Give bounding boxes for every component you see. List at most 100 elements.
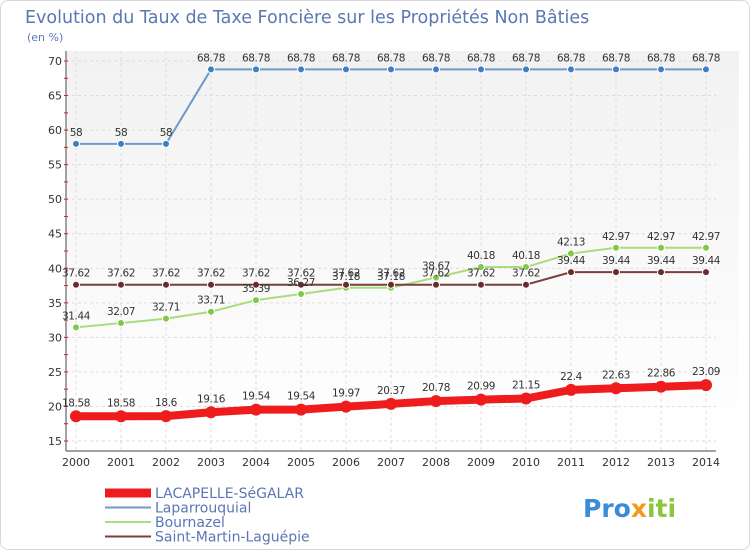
data-point [207, 280, 215, 289]
data-point [387, 280, 395, 289]
chart-title: Evolution du Taux de Taxe Foncière sur l… [25, 8, 589, 28]
data-point [297, 290, 305, 299]
data-point [160, 410, 172, 423]
data-label: 37.62 [152, 268, 180, 280]
data-point [297, 280, 305, 289]
data-label: 39.44 [557, 255, 586, 267]
data-point [117, 280, 125, 289]
data-label: 68.78 [242, 52, 270, 64]
y-tick-label: 60 [48, 124, 62, 137]
data-label: 37.62 [377, 268, 405, 280]
data-point [702, 65, 710, 74]
data-point [612, 65, 620, 74]
data-point [610, 382, 622, 395]
x-tick-label: 2013 [647, 456, 675, 469]
data-label: 19.54 [242, 391, 271, 403]
data-point [295, 403, 307, 416]
y-tick-label: 45 [48, 228, 62, 241]
data-label: 68.78 [332, 52, 360, 64]
legend-label: Bournazel [155, 515, 225, 531]
data-point [520, 392, 532, 405]
data-label: 19.97 [332, 388, 360, 400]
data-point [522, 280, 530, 289]
data-point [252, 280, 260, 289]
y-tick-label: 25 [48, 366, 62, 379]
data-label: 37.62 [287, 268, 315, 280]
data-label: 68.78 [512, 52, 540, 64]
data-label: 37.62 [242, 268, 270, 280]
x-tick-label: 2007 [377, 456, 405, 469]
data-label: 19.54 [287, 391, 316, 403]
data-label: 40.18 [467, 250, 495, 262]
data-point [250, 403, 262, 416]
y-tick-label: 20 [48, 400, 62, 413]
data-point [655, 380, 667, 393]
data-label: 40.18 [512, 250, 540, 262]
data-label: 37.62 [197, 268, 225, 280]
data-point [567, 268, 575, 277]
y-tick-label: 65 [48, 90, 62, 103]
data-label: 19.16 [197, 393, 226, 405]
data-label: 18.58 [107, 397, 135, 409]
data-point [567, 65, 575, 74]
logo-text-1: Pro [583, 494, 631, 523]
data-label: 68.78 [557, 52, 585, 64]
data-point [70, 410, 82, 423]
data-label: 68.78 [647, 52, 675, 64]
data-point [252, 65, 260, 74]
data-label: 42.97 [647, 231, 675, 243]
data-label: 31.44 [62, 310, 91, 322]
data-point [430, 395, 442, 408]
y-tick-label: 30 [48, 331, 62, 344]
x-tick-label: 2010 [512, 456, 540, 469]
data-point [205, 406, 217, 419]
series [70, 65, 712, 423]
data-label: 68.78 [197, 52, 225, 64]
data-label: 39.44 [692, 255, 721, 267]
data-point [385, 397, 397, 410]
data-label: 20.78 [422, 382, 450, 394]
data-label: 68.78 [422, 52, 450, 64]
data-label: 37.18 [377, 271, 405, 283]
data-point [702, 243, 710, 252]
data-label: 22.4 [560, 371, 582, 383]
data-label: 33.71 [197, 295, 225, 307]
data-label: 36.27 [287, 277, 315, 289]
x-tick-label: 2006 [332, 456, 360, 469]
data-point [207, 65, 215, 74]
y-tick-label: 35 [48, 297, 62, 310]
data-point [612, 268, 620, 277]
data-point [432, 280, 440, 289]
logo-text-3: iti [647, 494, 676, 523]
data-point [567, 249, 575, 258]
y-tick-label: 55 [48, 159, 62, 172]
data-point [387, 65, 395, 74]
data-label: 32.07 [107, 306, 135, 318]
data-label: 68.78 [602, 52, 630, 64]
chart-subtitle: (en %) [27, 31, 63, 44]
data-point [522, 65, 530, 74]
x-tick-label: 2012 [602, 456, 630, 469]
data-point [477, 280, 485, 289]
data-point [297, 65, 305, 74]
data-label: 35.39 [242, 283, 270, 295]
data-label: 20.37 [377, 385, 405, 397]
data-label: 37.62 [422, 268, 450, 280]
data-label: 37.62 [467, 268, 495, 280]
data-point [657, 268, 665, 277]
legend-label: Saint-Martin-Laguépie [155, 530, 310, 546]
y-tick-label: 50 [48, 193, 62, 206]
data-point [702, 268, 710, 277]
legend: LACAPELLE-SéGALARLaparrouquialBournazelS… [105, 486, 310, 546]
data-label: 58 [115, 127, 128, 139]
x-tick-label: 2005 [287, 456, 315, 469]
data-label: 68.78 [377, 52, 405, 64]
data-label: 39.44 [602, 255, 631, 267]
svg-text:Proxiti: Proxiti [583, 494, 676, 523]
data-label: 42.97 [602, 231, 630, 243]
data-label: 18.6 [155, 397, 177, 409]
x-tick-label: 2000 [62, 456, 90, 469]
logo-text-2: x [631, 494, 647, 523]
x-tick-label: 2014 [692, 456, 720, 469]
data-point [115, 410, 127, 423]
